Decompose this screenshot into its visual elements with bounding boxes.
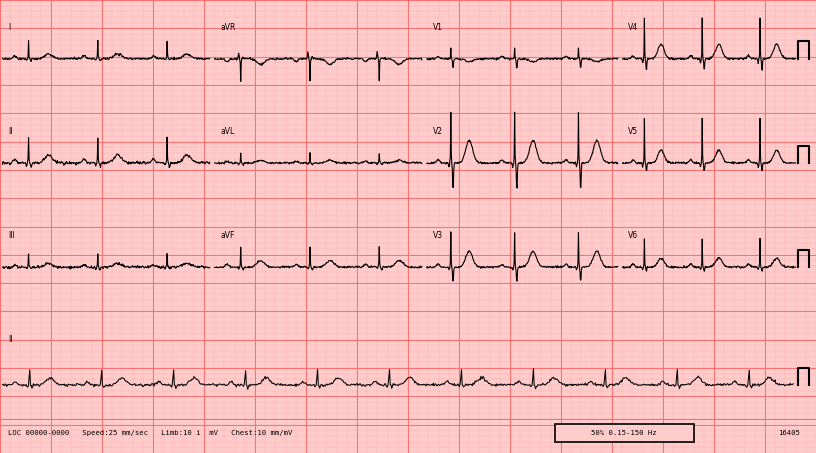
Text: V6: V6 [628, 231, 638, 240]
Text: V5: V5 [628, 127, 638, 136]
Text: V2: V2 [432, 127, 442, 136]
Text: V3: V3 [432, 231, 442, 240]
Text: aVF: aVF [220, 231, 235, 240]
Text: V4: V4 [628, 23, 638, 32]
Text: LOC 00000-0000   Speed:25 mm/sec   Limb:10 i  mV   Chest:10 mm/mV: LOC 00000-0000 Speed:25 mm/sec Limb:10 i… [8, 429, 292, 436]
Text: III: III [8, 231, 15, 240]
Text: aVL: aVL [220, 127, 234, 136]
Text: I: I [8, 23, 11, 32]
Text: II: II [8, 335, 13, 344]
Text: II: II [8, 127, 13, 136]
Text: 16405: 16405 [778, 429, 800, 436]
Text: 50% 0.15-150 Hz: 50% 0.15-150 Hz [592, 429, 657, 436]
Bar [555, 424, 694, 442]
Text: V1: V1 [432, 23, 442, 32]
Text: aVR: aVR [220, 23, 236, 32]
